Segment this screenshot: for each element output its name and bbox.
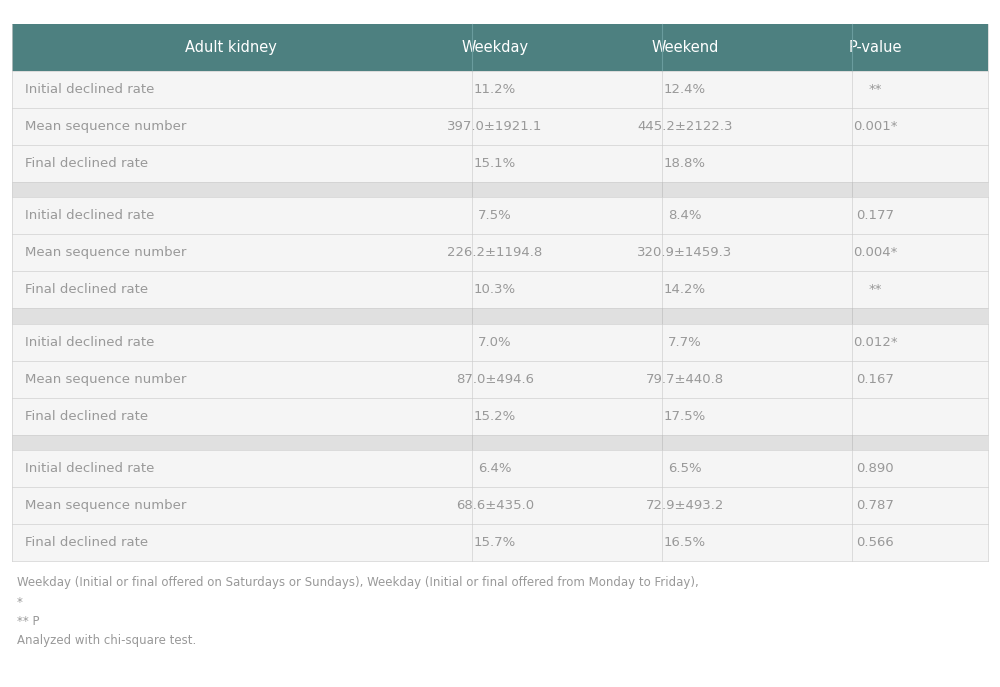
Text: 0.566: 0.566 <box>856 537 894 549</box>
Text: Initial declined rate: Initial declined rate <box>25 336 154 348</box>
Text: 15.1%: 15.1% <box>474 157 516 170</box>
Bar <box>12 450 988 487</box>
Text: Weekday (Initial or final offered on Saturdays or Sundays), Weekday (Initial or : Weekday (Initial or final offered on Sat… <box>17 576 699 589</box>
Bar <box>12 324 988 361</box>
Text: 6.5%: 6.5% <box>668 462 702 475</box>
Bar <box>12 271 988 308</box>
Bar <box>12 234 988 271</box>
Bar <box>12 108 988 145</box>
Bar <box>12 182 988 197</box>
Text: Initial declined rate: Initial declined rate <box>25 83 154 95</box>
Text: 0.167: 0.167 <box>856 373 894 385</box>
Text: 10.3%: 10.3% <box>474 284 516 296</box>
Text: 8.4%: 8.4% <box>668 210 702 222</box>
Text: Final declined rate: Final declined rate <box>25 157 148 170</box>
Text: Mean sequence number: Mean sequence number <box>25 247 186 259</box>
Text: 0.004*: 0.004* <box>853 247 897 259</box>
Text: 0.177: 0.177 <box>856 210 894 222</box>
Text: 7.5%: 7.5% <box>478 210 512 222</box>
Text: 72.9±493.2: 72.9±493.2 <box>646 499 724 512</box>
Text: 12.4%: 12.4% <box>664 83 706 95</box>
Text: 0.012*: 0.012* <box>853 336 897 348</box>
Text: Mean sequence number: Mean sequence number <box>25 120 186 133</box>
Text: 18.8%: 18.8% <box>664 157 706 170</box>
Text: 16.5%: 16.5% <box>664 537 706 549</box>
Text: 6.4%: 6.4% <box>478 462 512 475</box>
Text: 15.7%: 15.7% <box>474 537 516 549</box>
Text: 17.5%: 17.5% <box>664 410 706 423</box>
Bar <box>12 71 988 108</box>
Bar <box>12 24 988 71</box>
Text: 11.2%: 11.2% <box>474 83 516 95</box>
Text: Adult kidney: Adult kidney <box>185 40 277 55</box>
Bar <box>12 197 988 234</box>
Text: 0.890: 0.890 <box>856 462 894 475</box>
Text: *: * <box>17 596 23 609</box>
Text: **: ** <box>868 284 882 296</box>
Text: Final declined rate: Final declined rate <box>25 410 148 423</box>
Bar <box>12 308 988 324</box>
Text: 15.2%: 15.2% <box>474 410 516 423</box>
Text: Final declined rate: Final declined rate <box>25 284 148 296</box>
Text: Mean sequence number: Mean sequence number <box>25 373 186 385</box>
Text: 68.6±435.0: 68.6±435.0 <box>456 499 534 512</box>
Text: **: ** <box>868 83 882 95</box>
Text: 79.7±440.8: 79.7±440.8 <box>646 373 724 385</box>
Text: ** P: ** P <box>17 615 40 628</box>
Bar <box>12 361 988 398</box>
Text: Mean sequence number: Mean sequence number <box>25 499 186 512</box>
Bar <box>12 524 988 561</box>
Bar <box>12 435 988 450</box>
Text: 0.787: 0.787 <box>856 499 894 512</box>
Text: Initial declined rate: Initial declined rate <box>25 210 154 222</box>
Text: 7.7%: 7.7% <box>668 336 702 348</box>
Text: P-value: P-value <box>848 40 902 55</box>
Text: Final declined rate: Final declined rate <box>25 537 148 549</box>
Text: 397.0±1921.1: 397.0±1921.1 <box>447 120 543 133</box>
Text: Weekend: Weekend <box>651 40 719 55</box>
Bar <box>12 398 988 435</box>
Text: 445.2±2122.3: 445.2±2122.3 <box>637 120 733 133</box>
Text: 7.0%: 7.0% <box>478 336 512 348</box>
Text: Analyzed with chi-square test.: Analyzed with chi-square test. <box>17 634 196 647</box>
Text: 226.2±1194.8: 226.2±1194.8 <box>447 247 543 259</box>
Bar <box>12 487 988 524</box>
Text: Initial declined rate: Initial declined rate <box>25 462 154 475</box>
Text: 320.9±1459.3: 320.9±1459.3 <box>637 247 733 259</box>
Bar <box>12 145 988 182</box>
Text: 14.2%: 14.2% <box>664 284 706 296</box>
Text: Weekday: Weekday <box>461 40 529 55</box>
Text: 0.001*: 0.001* <box>853 120 897 133</box>
Text: 87.0±494.6: 87.0±494.6 <box>456 373 534 385</box>
